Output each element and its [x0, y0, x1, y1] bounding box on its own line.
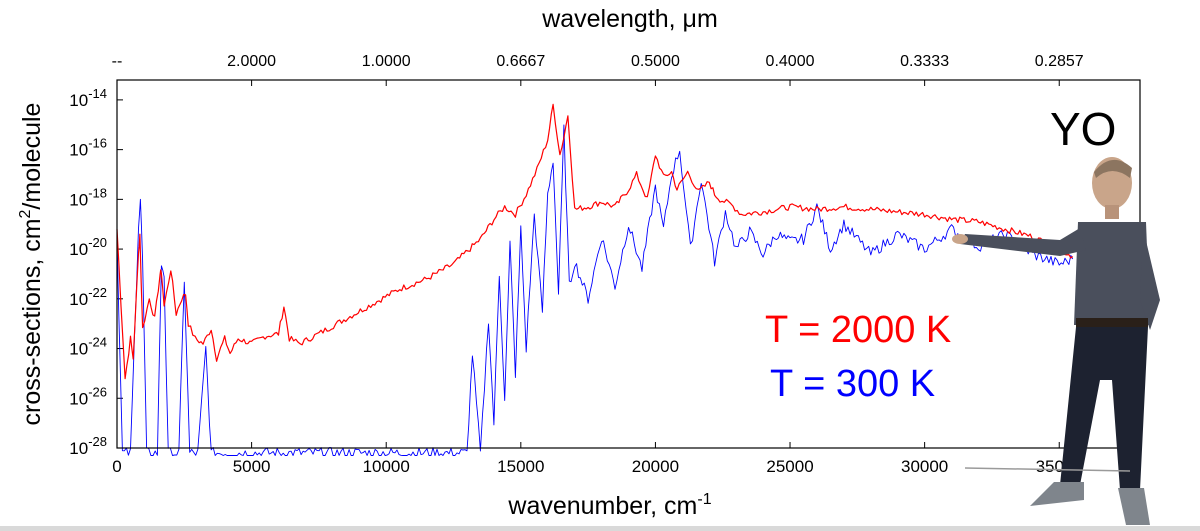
presenter-person [952, 157, 1160, 525]
y-tick-label: 10-26 [69, 384, 107, 408]
y-tick-label: 10-20 [69, 235, 107, 259]
top-tick-label: 2.0000 [227, 53, 276, 70]
x-tick-label: 20000 [632, 457, 679, 476]
axes-layer [116, 80, 1060, 449]
top-tick-label: -- [112, 53, 123, 70]
series-line-300k [116, 124, 1074, 456]
molecule-label: YO [1050, 103, 1116, 155]
x-tick-label: 10000 [363, 457, 410, 476]
plot-frame [116, 79, 1141, 449]
x-axis-title: wavenumber, cm-1 [507, 491, 711, 520]
x-tick-label: 25000 [766, 457, 813, 476]
y-tick-label: 10-24 [69, 335, 107, 359]
top-tick-label: 1.0000 [362, 53, 411, 70]
x-tick-label: 15000 [497, 457, 544, 476]
top-tick-label: 0.5000 [631, 53, 680, 70]
series-line-2000k [116, 103, 1074, 380]
series-layer [116, 103, 1074, 456]
x-tick-label: 0 [112, 457, 121, 476]
y-tick-label: 10-18 [69, 185, 107, 209]
legend-entry-2000k: T = 2000 K [765, 309, 951, 351]
legend-entry-300k: T = 300 K [770, 363, 935, 405]
top-axis-title: wavelength, μm [541, 5, 718, 33]
pointer-line [964, 467, 1131, 472]
top-tick-label: 0.6667 [496, 53, 545, 70]
top-tick-label: 0.2857 [1035, 53, 1084, 70]
x-tick-label: 30000 [901, 457, 948, 476]
y-tick-label: 10-22 [69, 285, 107, 309]
y-tick-label: 10-28 [69, 434, 107, 458]
y-axis-title: cross-sections, cm2/molecule [17, 103, 46, 426]
top-tick-label: 0.4000 [766, 53, 815, 70]
y-tick-label: 10-16 [69, 136, 107, 160]
bottom-divider [0, 526, 1200, 531]
y-tick-label: 10-14 [69, 86, 107, 110]
x-tick-label: 5000 [233, 457, 271, 476]
top-tick-label: 0.3333 [900, 53, 949, 70]
